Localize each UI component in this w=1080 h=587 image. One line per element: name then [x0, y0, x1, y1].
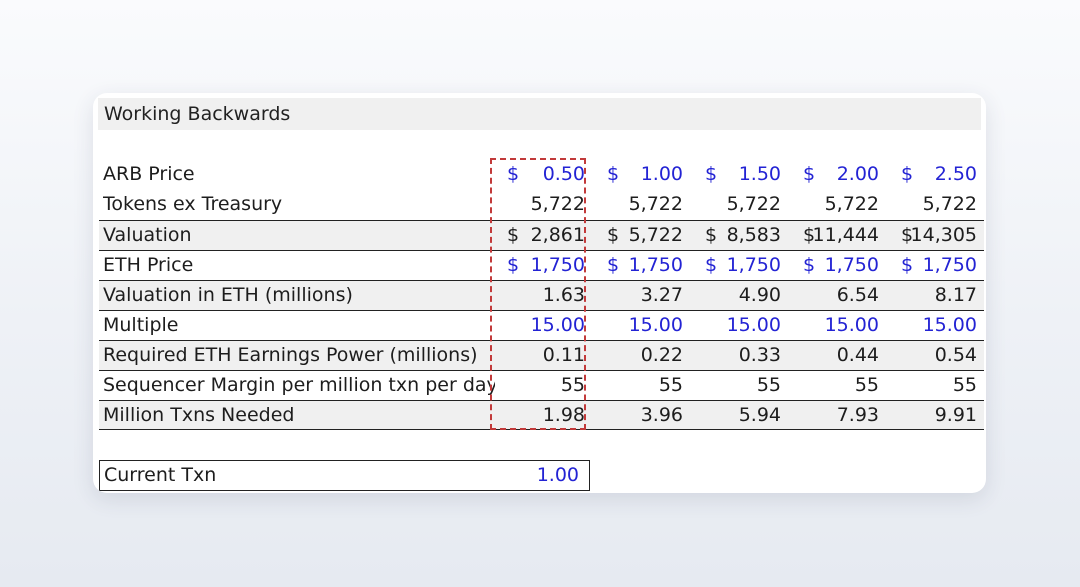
- value-cell: 8.17: [934, 284, 977, 306]
- sheet-title-bar: Working Backwards: [98, 98, 981, 130]
- value-cell: 5,722: [922, 193, 977, 215]
- value-cell: 7.93: [836, 404, 879, 426]
- value-cell: 55: [756, 374, 781, 396]
- table-row: Required ETH Earnings Power (millions) 0.…: [99, 340, 984, 370]
- value-cell: 55: [560, 374, 585, 396]
- value-cell: $2,861: [507, 224, 585, 246]
- row-label: Multiple: [103, 314, 179, 336]
- value-cell: $1,750: [901, 254, 977, 276]
- sheet-grid: ARB Price $0.50 $1.00 $1.50 $2.00 $2.50 Tokens…: [93, 93, 986, 493]
- row-label: Tokens ex Treasury: [103, 193, 283, 215]
- value-cell: $1,750: [507, 254, 585, 276]
- value-cell: $14,305: [901, 224, 977, 246]
- value-cell: 9.91: [934, 404, 977, 426]
- value-cell: 6.54: [836, 284, 879, 306]
- value-cell: 5,722: [530, 193, 585, 215]
- value-cell: $1.50: [705, 163, 781, 185]
- value-cell: 0.11: [542, 344, 585, 366]
- row-label: ETH Price: [103, 254, 194, 276]
- value-cell: 1.98: [542, 404, 585, 426]
- value-cell: 55: [952, 374, 977, 396]
- value-cell: 1.63: [542, 284, 585, 306]
- spreadsheet-card: Working Backwards ARB Price $0.50 $1.00 $1.…: [93, 93, 986, 493]
- value-cell: $1,750: [607, 254, 683, 276]
- table-row: Sequencer Margin per million txn per day…: [99, 370, 984, 400]
- value-cell: 0.33: [738, 344, 781, 366]
- value-cell: $2.50: [901, 163, 977, 185]
- value-cell: 5.94: [738, 404, 781, 426]
- value-cell: $1,750: [705, 254, 781, 276]
- value-cell: 5,722: [726, 193, 781, 215]
- highlight-column-box: [490, 158, 586, 430]
- value-cell: 0.44: [836, 344, 879, 366]
- value-cell: $0.50: [507, 163, 585, 185]
- current-txn-box: Current Txn 1.00: [99, 460, 590, 491]
- value-cell: 5,722: [628, 193, 683, 215]
- value-cell: 5,722: [824, 193, 879, 215]
- value-cell: 0.22: [640, 344, 683, 366]
- row-label: ARB Price: [103, 163, 195, 185]
- value-cell: 4.90: [738, 284, 781, 306]
- table-row: Tokens ex Treasury 5,722 5,722 5,722 5,722 5,…: [99, 190, 984, 220]
- value-cell: 15.00: [726, 314, 781, 336]
- value-cell: 15.00: [922, 314, 977, 336]
- current-txn-label: Current Txn: [104, 464, 217, 486]
- table-row: ARB Price $0.50 $1.00 $1.50 $2.00 $2.50: [99, 160, 984, 190]
- value-cell: 15.00: [824, 314, 879, 336]
- value-cell: $1.00: [607, 163, 683, 185]
- table-row: Multiple 15.00 15.00 15.00 15.00 15.00: [99, 310, 984, 340]
- value-cell: $2.00: [803, 163, 879, 185]
- value-cell: $8,583: [705, 224, 781, 246]
- value-cell: $11,444: [803, 224, 879, 246]
- value-cell: 3.96: [640, 404, 683, 426]
- value-cell: $1,750: [803, 254, 879, 276]
- row-label: Sequencer Margin per million txn per day: [103, 374, 495, 396]
- row-label: Valuation in ETH (millions): [103, 284, 353, 306]
- row-label: Million Txns Needed: [103, 404, 295, 426]
- table-row: Valuation $2,861 $5,722 $8,583 $11,444 $14,30…: [99, 220, 984, 250]
- value-cell: 55: [854, 374, 879, 396]
- value-cell: 55: [658, 374, 683, 396]
- value-cell: 3.27: [640, 284, 683, 306]
- sheet-title: Working Backwards: [104, 103, 291, 125]
- value-cell: 0.54: [934, 344, 977, 366]
- table-row: ETH Price $1,750 $1,750 $1,750 $1,750 $1,750: [99, 250, 984, 280]
- table-row: Valuation in ETH (millions) 1.63 3.27 4.90 6…: [99, 280, 984, 310]
- table-row: Million Txns Needed 1.98 3.96 5.94 7.93 9.91: [99, 400, 984, 430]
- value-cell: 15.00: [628, 314, 683, 336]
- value-cell: $5,722: [607, 224, 683, 246]
- current-txn-value: 1.00: [536, 464, 579, 486]
- row-label: Required ETH Earnings Power (millions): [103, 344, 478, 366]
- value-cell: 15.00: [530, 314, 585, 336]
- row-label: Valuation: [103, 224, 192, 246]
